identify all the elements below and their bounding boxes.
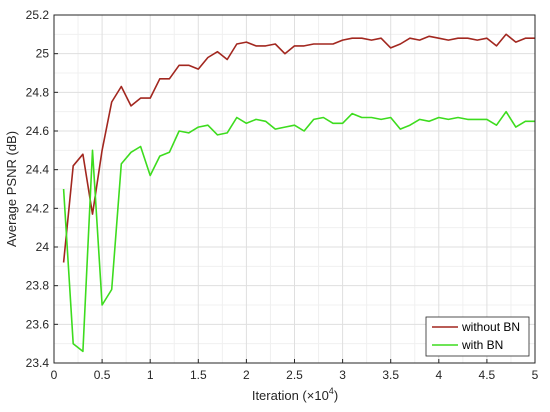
- series-line-with-bn: [62, 110, 535, 353]
- series-layer: [62, 33, 535, 353]
- y-tick-label: 25.2: [26, 8, 50, 22]
- y-tick-label: 23.8: [26, 279, 50, 293]
- series-line-without-bn: [62, 33, 535, 263]
- x-axis-label-exponent: 4: [329, 386, 334, 396]
- x-axis-label-suffix: ): [334, 388, 338, 403]
- x-tick-label: 4: [435, 368, 442, 382]
- y-tick-label: 23.4: [26, 356, 50, 370]
- legend-box: [425, 316, 530, 357]
- y-tick-label: 24.4: [26, 163, 50, 177]
- x-axis-ticks: 0 0.5 1 1.5 2 2.5 3 3.5 4 4.5 5: [51, 359, 539, 382]
- y-tick-label: 24.2: [26, 201, 50, 215]
- y-axis-ticks: 23.4 23.6 23.8 24 24.2 24.4 24.6 24.8 25 25.2: [26, 8, 58, 370]
- x-tick-label: 0.5: [94, 368, 111, 382]
- y-tick-label: 25: [36, 47, 50, 61]
- y-tick-label: 24: [36, 240, 50, 254]
- x-tick-label: 3: [339, 368, 346, 382]
- x-tick-label: 1: [147, 368, 154, 382]
- x-tick-label: 0: [51, 368, 58, 382]
- y-axis-label: Average PSNR (dB): [4, 131, 19, 247]
- x-tick-label: 1.5: [190, 368, 207, 382]
- y-tick-label: 24.6: [26, 124, 50, 138]
- x-tick-label: 4.5: [479, 368, 496, 382]
- grid: [53, 14, 536, 364]
- x-tick-label: 3.5: [382, 368, 399, 382]
- legend: without BN with BN: [425, 316, 530, 357]
- x-tick-label: 2: [243, 368, 250, 382]
- legend-label-without-bn: without BN: [461, 320, 520, 334]
- x-tick-label: 5: [532, 368, 539, 382]
- y-tick-label: 23.6: [26, 317, 50, 331]
- y-tick-label: 24.8: [26, 85, 50, 99]
- x-axis-label: Iteration (×104): [252, 386, 338, 403]
- legend-label-with-bn: with BN: [461, 338, 503, 352]
- x-tick-label: 2.5: [286, 368, 303, 382]
